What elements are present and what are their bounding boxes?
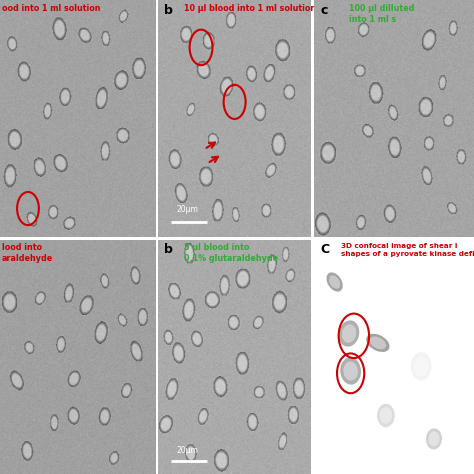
Ellipse shape [414,356,428,376]
Text: b: b [164,243,173,256]
Text: 20µm: 20µm [177,446,199,455]
Ellipse shape [340,357,361,384]
Text: 100 µl dilluted
into 1 ml s: 100 µl dilluted into 1 ml s [349,4,414,24]
Ellipse shape [339,320,359,346]
Text: 5 µl blood into
0.1% glutaraldehyde: 5 µl blood into 0.1% glutaraldehyde [184,243,278,264]
Text: ood into 1 ml solution: ood into 1 ml solution [1,4,100,12]
Ellipse shape [342,324,356,343]
Ellipse shape [327,273,343,292]
Text: 3D confocal image of shear i
shapes of a pyrovate kinase defic: 3D confocal image of shear i shapes of a… [341,243,474,257]
Ellipse shape [377,404,395,427]
Ellipse shape [380,407,392,424]
Text: 20µm: 20µm [177,206,199,215]
Text: lood into
araldehyde: lood into araldehyde [1,243,53,264]
Text: b: b [164,4,173,17]
Ellipse shape [343,362,358,381]
Ellipse shape [366,334,390,352]
Text: C: C [320,243,329,256]
Ellipse shape [411,352,431,380]
Text: c: c [320,4,328,17]
Text: 10 µl blood into 1 ml solution: 10 µl blood into 1 ml solution [184,4,316,12]
Ellipse shape [329,275,340,289]
Ellipse shape [426,428,442,449]
Ellipse shape [428,431,439,447]
Ellipse shape [370,337,386,349]
